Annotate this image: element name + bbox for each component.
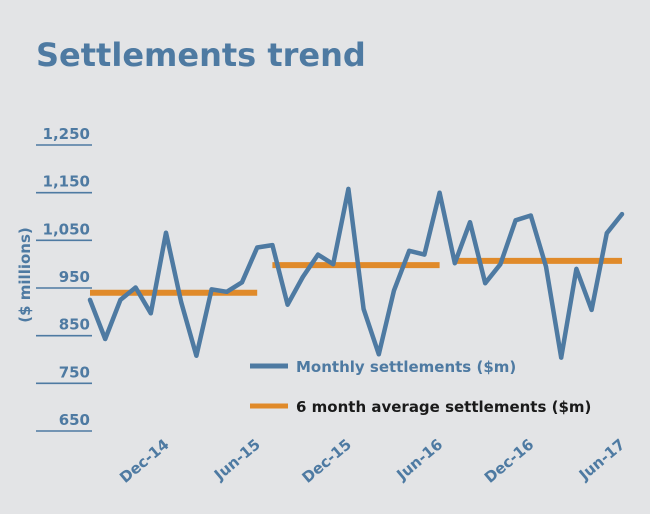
chart-title: Settlements trend: [36, 36, 366, 74]
monthly-settlements-line: [87, 186, 625, 360]
monthly-point: [468, 220, 472, 225]
legend-label-average: 6 month average settlements ($m): [296, 398, 591, 416]
monthly-point: [118, 297, 123, 302]
monthly-point: [148, 311, 153, 316]
monthly-point: [270, 243, 275, 248]
monthly-point: [559, 355, 564, 360]
monthly-point: [346, 186, 351, 191]
y-tick-label: 1,050: [43, 220, 90, 238]
monthly-point: [422, 252, 427, 257]
monthly-point: [285, 302, 290, 307]
monthly-point: [300, 275, 305, 280]
monthly-point: [407, 248, 412, 253]
monthly-point: [224, 289, 229, 294]
x-tick-label: Jun-15: [210, 435, 264, 484]
monthly-point: [483, 281, 488, 286]
monthly-point: [103, 337, 108, 342]
monthly-point: [194, 353, 199, 358]
monthly-point: [589, 307, 594, 312]
y-tick-label: 1,150: [43, 173, 90, 191]
monthly-point: [331, 262, 336, 267]
monthly-point: [528, 213, 533, 218]
y-tick-label: 650: [59, 411, 90, 429]
monthly-point: [179, 300, 184, 305]
monthly-point: [255, 245, 260, 250]
monthly-point: [392, 288, 396, 293]
monthly-point: [574, 266, 579, 271]
monthly-point: [604, 231, 609, 236]
monthly-point: [452, 261, 457, 266]
x-tick-label: Dec-15: [298, 435, 354, 486]
y-tick-label: 750: [59, 363, 90, 381]
y-axis-label: ($ millions): [16, 227, 34, 322]
y-tick-label: 950: [59, 268, 90, 286]
monthly-point: [361, 306, 366, 311]
y-tick-label: 1,250: [43, 125, 90, 143]
monthly-point: [513, 218, 518, 223]
monthly-point: [437, 190, 442, 195]
x-tick-label: Dec-14: [116, 435, 172, 486]
monthly-point: [88, 297, 92, 302]
x-tick-label: Dec-16: [481, 435, 537, 486]
monthly-point: [209, 287, 214, 292]
x-tick-label: Jun-16: [392, 435, 446, 484]
monthly-point: [240, 280, 244, 285]
x-tick-label: Jun-17: [575, 435, 629, 484]
monthly-point: [316, 252, 320, 257]
monthly-point: [498, 262, 503, 267]
y-tick-label: 850: [59, 316, 90, 334]
legend-label-monthly: Monthly settlements ($m): [296, 358, 516, 376]
monthly-point: [620, 212, 624, 217]
monthly-point: [164, 230, 168, 235]
monthly-point: [376, 352, 381, 357]
monthly-point: [133, 285, 138, 290]
monthly-point: [544, 264, 548, 269]
